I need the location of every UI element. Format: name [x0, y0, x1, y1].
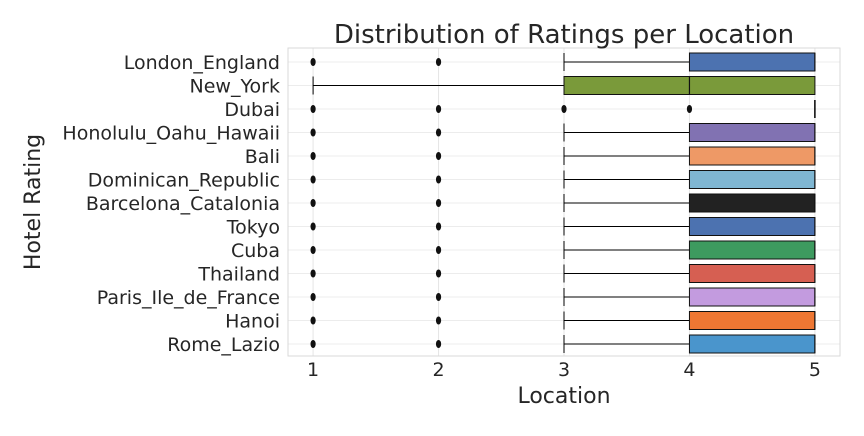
y-tick-label: Cuba — [231, 240, 280, 262]
box-Honolulu_Oahu_Hawaii — [310, 123, 816, 142]
box-iqr — [688, 52, 816, 72]
outlier-point — [310, 222, 316, 231]
outlier-point — [310, 316, 316, 325]
box-iqr — [688, 287, 816, 307]
y-tick-label: London_England — [124, 52, 280, 74]
outlier-point — [435, 269, 442, 278]
box-iqr — [688, 146, 816, 166]
x-tick-label: 4 — [683, 359, 695, 381]
box-Dominican_Republic — [310, 170, 816, 189]
x-tick-label: 2 — [432, 359, 444, 381]
outlier-point — [310, 58, 316, 66]
box-London_England — [310, 52, 816, 72]
outlier-point — [310, 105, 316, 113]
outlier-point — [435, 293, 442, 301]
outlier-point — [435, 128, 442, 137]
plot-frame — [287, 47, 841, 357]
y-tick-label: Barcelona_Catalonia — [86, 193, 280, 215]
outlier-point — [310, 293, 316, 301]
y-tick-label: Dubai — [224, 99, 280, 121]
box-iqr — [688, 193, 816, 213]
outlier-point — [435, 152, 442, 160]
box-iqr — [688, 264, 816, 283]
outlier-point — [435, 105, 442, 113]
box-iqr — [688, 311, 816, 330]
outlier-point — [435, 199, 442, 207]
outlier-point — [561, 105, 567, 113]
y-tick-labels: London_EnglandNew_YorkDubaiHonolulu_Oahu… — [62, 52, 280, 356]
x-tick-label: 3 — [558, 359, 570, 381]
box-New_York — [312, 76, 816, 95]
box-iqr — [688, 170, 816, 189]
outlier-point — [310, 246, 316, 254]
y-tick-label: Paris_Ile_de_France — [97, 287, 280, 309]
y-tick-label: Honolulu_Oahu_Hawaii — [62, 123, 280, 145]
y-tick-label: Tokyo — [226, 217, 280, 239]
y-tick-label: Thailand — [197, 264, 280, 286]
box-iqr — [688, 217, 816, 236]
y-tick-label: Bali — [245, 146, 280, 168]
outlier-point — [435, 58, 442, 66]
outlier-point — [310, 199, 316, 207]
outlier-point — [435, 222, 442, 231]
box-iqr — [688, 123, 816, 142]
box-Barcelona_Catalonia — [310, 193, 816, 213]
boxes — [310, 52, 816, 354]
outlier-point — [310, 175, 316, 184]
outlier-point — [310, 128, 316, 137]
box-iqr — [688, 334, 816, 354]
y-axis-label: Hotel Rating — [21, 134, 46, 270]
outlier-point — [686, 105, 693, 113]
outlier-point — [310, 340, 316, 348]
x-axis-label: Location — [517, 384, 610, 409]
box-iqr — [688, 240, 816, 260]
y-tick-label: Rome_Lazio — [167, 334, 280, 356]
box-Paris_Ile_de_France — [310, 287, 816, 307]
outlier-point — [435, 340, 442, 348]
box-Dubai — [310, 100, 816, 118]
outlier-point — [435, 175, 442, 184]
outlier-point — [435, 246, 442, 254]
y-tick-label: Dominican_Republic — [88, 170, 280, 192]
box-Bali — [310, 146, 816, 166]
y-tick-label: New_York — [190, 76, 280, 98]
x-tick-labels: 1 2 3 4 5 — [307, 359, 821, 381]
y-tick-label: Hanoi — [225, 311, 280, 333]
x-tick-label: 1 — [307, 359, 319, 381]
chart-title: Distribution of Ratings per Location — [334, 20, 794, 50]
outlier-point — [310, 152, 316, 160]
box-Rome_Lazio — [310, 334, 816, 354]
box-Cuba — [310, 240, 816, 260]
outlier-point — [435, 316, 442, 325]
box-Hanoi — [310, 311, 816, 330]
outlier-point — [310, 269, 316, 278]
x-tick-label: 5 — [809, 359, 821, 381]
box-Thailand — [310, 264, 816, 283]
box-Tokyo — [310, 217, 816, 236]
